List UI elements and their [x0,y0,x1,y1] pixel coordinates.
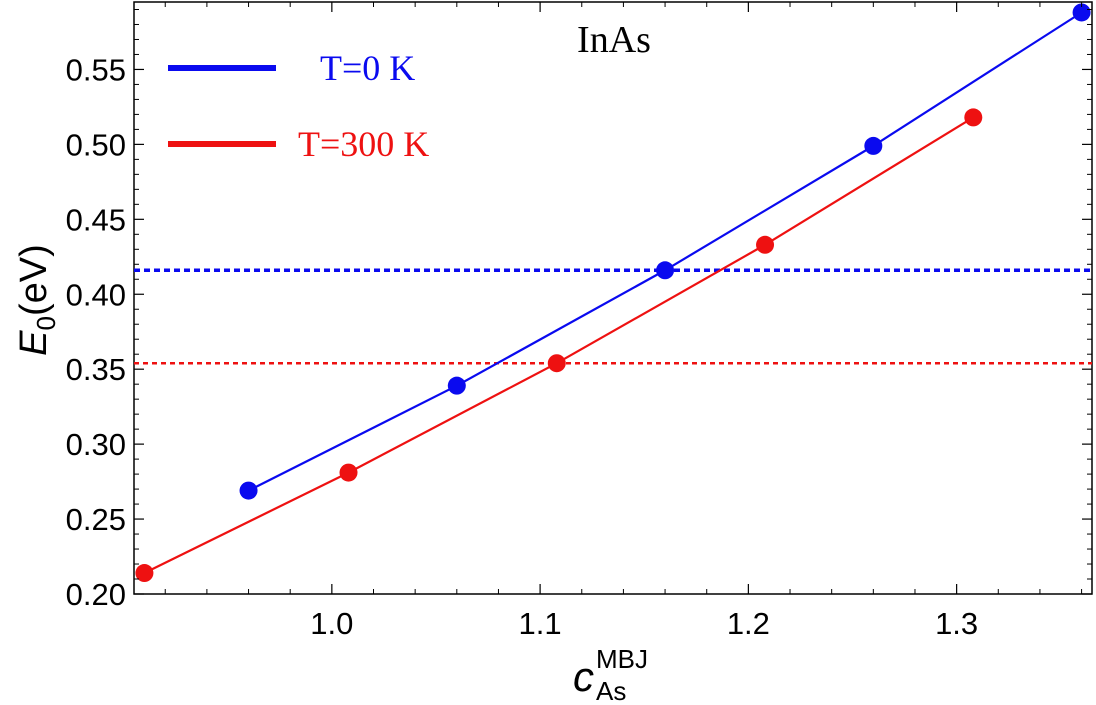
data-point-t0 [239,481,258,500]
series-lines [143,11,1083,575]
data-point-t0 [1072,3,1091,22]
data-point-t300 [547,354,566,373]
y-tick-label: 0.55 [66,52,126,87]
y-axis-label-sub: 0 [31,316,61,330]
x-axis-label: c MBJ As [573,644,648,705]
tick-labels: 1.0 1.1 1.2 1.3 0.20 0.25 0.30 0.35 0.40 0.45 0.50… [66,52,979,641]
series-line-t300 [143,116,974,575]
plot-frame [133,1,1093,595]
x-tick-label: 1.0 [310,606,353,641]
x-axis-label-main: c [573,653,594,700]
x-axis-label-sup: MBJ [596,644,648,674]
svg-text:E0(eV): E0(eV) [13,244,61,356]
data-point-t300 [135,564,154,583]
y-tick-label: 0.20 [66,577,126,612]
y-tick-label: 0.45 [66,202,126,237]
x-tick-label: 1.3 [935,606,978,641]
legend-label-t300: T=300 K [298,124,429,164]
y-tick-label: 0.35 [66,352,126,387]
y-axis-label-main: E [13,330,55,356]
y-axis-label-unit: (eV) [13,244,55,316]
y-tick-label: 0.40 [66,277,126,312]
series-points [135,3,1091,583]
legend: T=0 K T=300 K [168,48,429,164]
x-axis-label-sub: As [596,676,626,705]
axis-ticks [134,2,1092,595]
x-tick-label: 1.2 [727,606,770,641]
y-axis-label: E0(eV) [13,244,61,356]
y-tick-label: 0.50 [66,127,126,162]
data-point-t0 [447,376,466,395]
reference-lines [134,268,1092,365]
data-point-t300 [964,108,983,127]
y-tick-label: 0.30 [66,427,126,462]
data-point-t300 [339,463,358,482]
x-tick-label: 1.1 [519,606,562,641]
data-point-t0 [656,261,675,280]
chart-title: InAs [577,19,651,61]
y-tick-label: 0.25 [66,502,126,537]
data-point-t0 [864,136,883,155]
legend-label-t0: T=0 K [320,48,415,88]
data-point-t300 [756,235,775,254]
